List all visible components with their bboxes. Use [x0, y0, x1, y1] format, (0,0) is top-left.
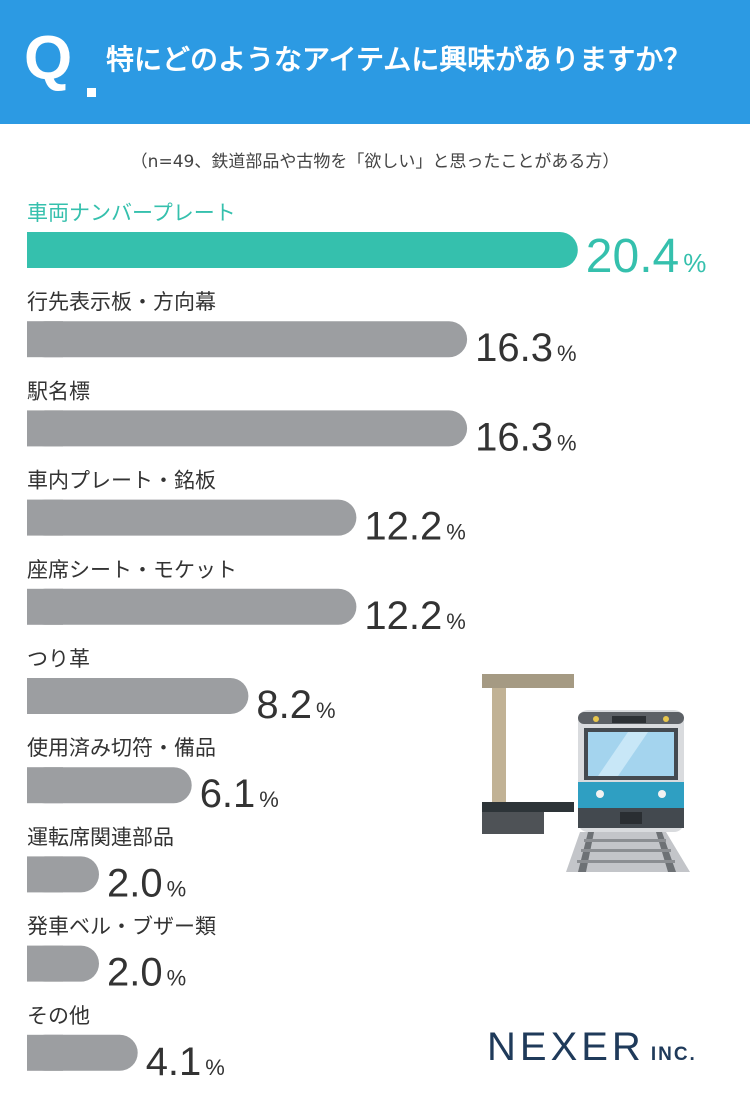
category-label: つり革	[27, 647, 90, 671]
category-label: 車両ナンバープレート	[27, 201, 236, 225]
bar	[27, 678, 249, 714]
unit-label: %	[259, 787, 279, 812]
category-label: 発車ベル・ブザー類	[27, 915, 216, 939]
bar	[27, 588, 357, 625]
bar-left-edge	[27, 856, 63, 893]
q-dot	[87, 88, 96, 97]
bar-left-edge	[27, 232, 63, 268]
value-label: 12.2%	[364, 594, 465, 638]
category-label: 駅名標	[27, 379, 90, 403]
value-label: 16.3%	[475, 415, 576, 459]
value-label: 6.1%	[200, 772, 279, 816]
value-label: 20.4%	[586, 230, 707, 283]
bar	[27, 410, 468, 447]
unit-label: %	[446, 609, 466, 634]
unit-label: %	[205, 1055, 225, 1080]
bar-left-edge	[27, 321, 63, 358]
value-label: 12.2%	[364, 505, 465, 549]
logo-suffix: INC.	[650, 1044, 697, 1065]
value-label: 8.2%	[256, 683, 335, 727]
category-label: その他	[27, 1004, 90, 1028]
value-label: 2.0%	[107, 861, 186, 905]
unit-label: %	[316, 698, 336, 723]
category-label: 使用済み切符・備品	[27, 736, 216, 760]
bar-left-edge	[27, 945, 63, 982]
bar-left-edge	[27, 410, 63, 447]
bar-left-edge	[27, 499, 63, 536]
unit-label: %	[446, 520, 466, 545]
logo-name: NEXER	[487, 1025, 645, 1069]
company-logo: NEXER INC.	[487, 1025, 697, 1070]
bar	[27, 499, 357, 536]
question-text: 特にどのようなアイテムに興味がありますか？	[106, 43, 692, 76]
header-banner: Q 特にどのようなアイテムに興味がありますか？	[0, 0, 750, 124]
unit-label: %	[557, 430, 577, 455]
unit-label: %	[167, 876, 187, 901]
q-mark: Q	[24, 24, 73, 93]
bar	[27, 767, 192, 804]
unit-label: %	[167, 966, 187, 991]
value-label: 4.1%	[146, 1040, 225, 1084]
bar-left-edge	[27, 588, 63, 625]
train-platform-icon	[482, 674, 690, 872]
unit-label: %	[683, 248, 706, 278]
unit-label: %	[557, 341, 577, 366]
bar-left-edge	[27, 678, 63, 714]
chart-subtitle: （n=49、鉄道部品や古物を「欲しい」と思ったことがある方）	[130, 152, 620, 172]
category-label: 座席シート・モケット	[27, 558, 237, 582]
bar-left-edge	[27, 1034, 63, 1071]
value-label: 16.3%	[475, 326, 576, 370]
category-label: 行先表示板・方向幕	[27, 290, 216, 314]
bar-left-edge	[27, 767, 63, 804]
bar	[27, 232, 578, 268]
value-label: 2.0%	[107, 951, 186, 995]
category-label: 運転席関連部品	[27, 825, 174, 849]
bar	[27, 321, 468, 358]
category-label: 車内プレート・銘板	[27, 469, 216, 493]
